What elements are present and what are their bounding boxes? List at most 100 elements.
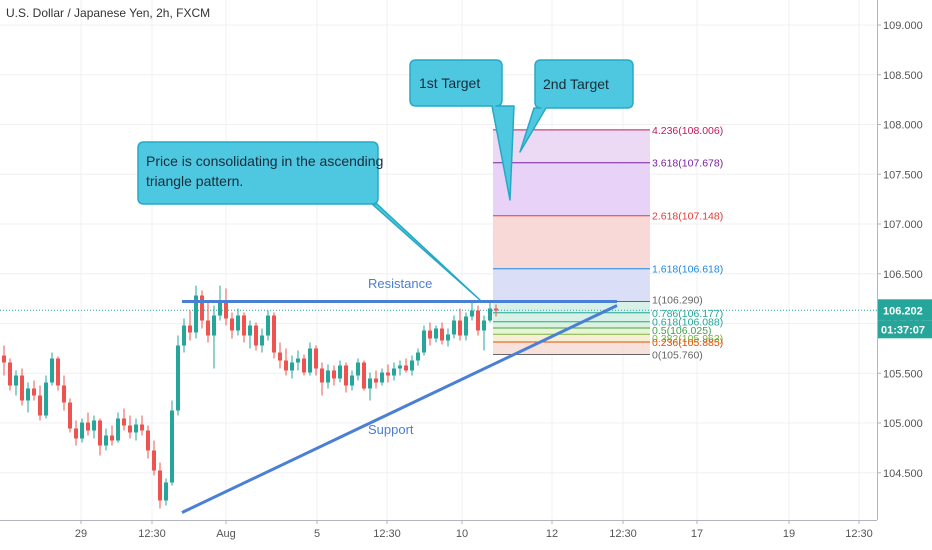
candle-body xyxy=(266,315,270,336)
candle xyxy=(362,360,366,391)
candle xyxy=(194,285,198,339)
x-tick-label: 29 xyxy=(75,528,87,540)
candle-body xyxy=(254,325,258,346)
candle xyxy=(302,354,306,376)
x-tick-label: 12:30 xyxy=(373,528,401,540)
candle xyxy=(272,312,276,359)
candle xyxy=(344,362,348,393)
last-price-tag xyxy=(878,299,932,321)
candle-body xyxy=(416,352,420,361)
countdown-tag xyxy=(878,320,932,339)
candle-body xyxy=(80,422,84,439)
candle-body xyxy=(218,300,222,316)
candle xyxy=(224,288,228,326)
candle xyxy=(170,400,174,486)
candle xyxy=(122,408,126,431)
fib-level-label: 0.618(106.088) xyxy=(652,317,723,329)
x-tick-label: 12:30 xyxy=(609,528,637,540)
candle-body xyxy=(320,368,324,383)
candle xyxy=(56,356,60,391)
candle xyxy=(176,335,180,416)
candle-body xyxy=(362,362,366,389)
fib-level-label: 2.618(107.148) xyxy=(652,211,723,223)
x-tick-label: 12:30 xyxy=(845,528,873,540)
candle xyxy=(434,325,438,343)
candle-body xyxy=(338,365,342,379)
candle-body xyxy=(242,315,246,336)
candle-body xyxy=(164,482,168,501)
candle xyxy=(128,415,132,439)
candle-body xyxy=(152,450,156,471)
fib-zone xyxy=(493,301,650,313)
candle-body xyxy=(8,362,12,386)
candle xyxy=(236,308,240,336)
candle xyxy=(482,315,486,351)
candle-body xyxy=(392,368,396,376)
y-tick-label: 105.000 xyxy=(883,418,923,430)
x-tick-label: 17 xyxy=(691,528,703,540)
candle xyxy=(404,358,408,373)
candle-body xyxy=(470,310,474,317)
candle-body xyxy=(236,315,240,331)
callouts[interactable]: Price is consolidating in the ascending t… xyxy=(137,59,634,301)
candle-body xyxy=(434,328,438,339)
candle xyxy=(380,368,384,386)
candle-body xyxy=(494,308,498,311)
y-tick-label: 109.000 xyxy=(883,20,923,32)
candle xyxy=(164,478,168,506)
callout-consolidation-text: triangle pattern. xyxy=(146,173,243,189)
candle xyxy=(488,300,492,323)
candle-body xyxy=(176,345,180,411)
candle xyxy=(284,348,288,376)
candle-body xyxy=(188,325,192,333)
candle xyxy=(428,322,432,346)
candle xyxy=(410,355,414,376)
fib-level-label: 0.5(106.025) xyxy=(652,325,712,337)
candle xyxy=(320,362,324,396)
candle-body xyxy=(104,435,108,446)
candle xyxy=(356,358,360,381)
candle-body xyxy=(146,430,150,451)
fib-level-label: 0(105.760) xyxy=(652,350,703,362)
candle-body xyxy=(332,370,336,379)
callout-target1-text: 1st Target xyxy=(419,75,480,91)
candle xyxy=(206,300,210,343)
support-line[interactable] xyxy=(181,304,618,514)
trendlines[interactable]: Resistance Support xyxy=(181,276,618,514)
candle-body xyxy=(344,365,348,386)
candle xyxy=(2,345,6,376)
candle xyxy=(446,328,450,347)
candle-body xyxy=(296,358,300,363)
callout-target1[interactable] xyxy=(409,59,515,201)
candle-body xyxy=(482,320,486,331)
candle-body xyxy=(410,360,414,371)
candle-body xyxy=(122,418,126,426)
candle xyxy=(398,360,402,376)
candle xyxy=(14,370,18,396)
y-tick-label: 107.500 xyxy=(883,169,923,181)
candle-body xyxy=(134,424,138,433)
fib-level-label: 0.236(105.885) xyxy=(652,337,723,349)
callout-consolidation[interactable] xyxy=(137,141,481,301)
candle-body xyxy=(92,420,96,431)
x-tick-label: 19 xyxy=(783,528,795,540)
candle-body xyxy=(446,334,450,341)
y-tick-label: 104.500 xyxy=(883,468,923,480)
candle xyxy=(50,352,54,386)
candle-body xyxy=(20,375,24,401)
candle-body xyxy=(44,382,48,416)
candle-body xyxy=(212,315,216,336)
candle xyxy=(260,328,264,353)
candle xyxy=(392,362,396,381)
candle-body xyxy=(50,358,54,383)
candle-body xyxy=(284,360,288,371)
candle xyxy=(44,375,48,419)
fib-zones xyxy=(493,129,650,355)
candle-body xyxy=(476,310,480,331)
candle-body xyxy=(230,318,234,331)
candle-body xyxy=(314,348,318,369)
candle xyxy=(146,425,150,459)
candle xyxy=(20,368,24,406)
callout-target2[interactable] xyxy=(519,59,634,153)
